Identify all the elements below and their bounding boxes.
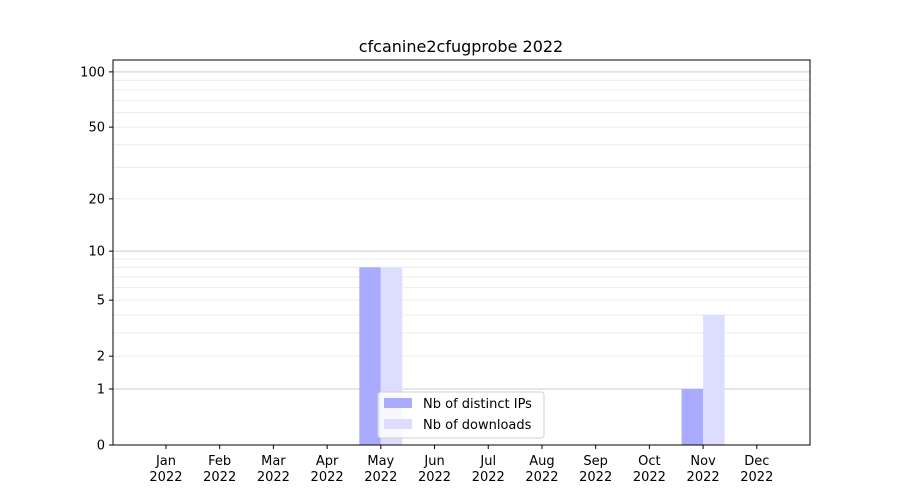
y-tick-label: 100 bbox=[80, 65, 105, 80]
x-tick-label: 2022 bbox=[579, 470, 612, 485]
x-tick-label: Jun bbox=[423, 454, 444, 469]
legend-label: Nb of downloads bbox=[423, 418, 532, 433]
bar-distinct-ips bbox=[359, 267, 381, 445]
x-tick-label: Jan bbox=[155, 454, 176, 469]
x-tick-label: Dec bbox=[744, 454, 769, 469]
x-tick-label: Aug bbox=[529, 454, 554, 469]
legend: Nb of distinct IPs Nb of downloads bbox=[377, 391, 545, 439]
x-tick-label: 2022 bbox=[149, 470, 182, 485]
legend-label: Nb of distinct IPs bbox=[423, 397, 532, 412]
grid bbox=[113, 71, 810, 390]
x-tick-label: 2022 bbox=[633, 470, 666, 485]
x-tick-label: May bbox=[367, 454, 394, 469]
x-tick-label: 2022 bbox=[740, 470, 773, 485]
x-tick-label: Nov bbox=[690, 454, 716, 469]
legend-swatch bbox=[384, 398, 412, 408]
chart-title: cfcanine2cfugprobe 2022 bbox=[359, 37, 563, 56]
x-tick-label: Jul bbox=[479, 454, 496, 469]
plot-frame bbox=[112, 59, 811, 446]
bar-downloads bbox=[703, 314, 725, 445]
x-tick-label: Oct bbox=[638, 454, 660, 469]
legend-box bbox=[377, 391, 545, 439]
y-tick-label: 0 bbox=[97, 439, 105, 454]
x-tick-label: Apr bbox=[316, 454, 339, 469]
x-tick-label: 2022 bbox=[525, 470, 558, 485]
legend-swatch bbox=[384, 419, 412, 429]
x-tick-label: Feb bbox=[208, 454, 231, 469]
y-tick-label: 20 bbox=[88, 192, 105, 207]
x-tick-label: 2022 bbox=[364, 470, 397, 485]
y-tick-label: 50 bbox=[88, 121, 105, 136]
x-tick-label: 2022 bbox=[203, 470, 236, 485]
x-tick-label: Sep bbox=[583, 454, 608, 469]
x-tick-label: 2022 bbox=[311, 470, 344, 485]
x-tick-label: 2022 bbox=[472, 470, 505, 485]
y-tick-label: 1 bbox=[97, 382, 105, 397]
y-axis: 0 1 2 5 10 20 50 100 bbox=[80, 65, 113, 454]
x-axis: Jan2022Feb2022Mar2022Apr2022May2022Jun20… bbox=[149, 445, 773, 485]
y-tick-label: 5 bbox=[97, 294, 105, 309]
y-tick-label: 10 bbox=[88, 245, 105, 260]
y-tick-label: 2 bbox=[97, 350, 105, 365]
x-tick-label: 2022 bbox=[257, 470, 290, 485]
x-tick-label: 2022 bbox=[418, 470, 451, 485]
bar-distinct-ips bbox=[681, 388, 704, 445]
x-tick-label: 2022 bbox=[687, 470, 720, 485]
x-tick-label: Mar bbox=[261, 454, 286, 469]
